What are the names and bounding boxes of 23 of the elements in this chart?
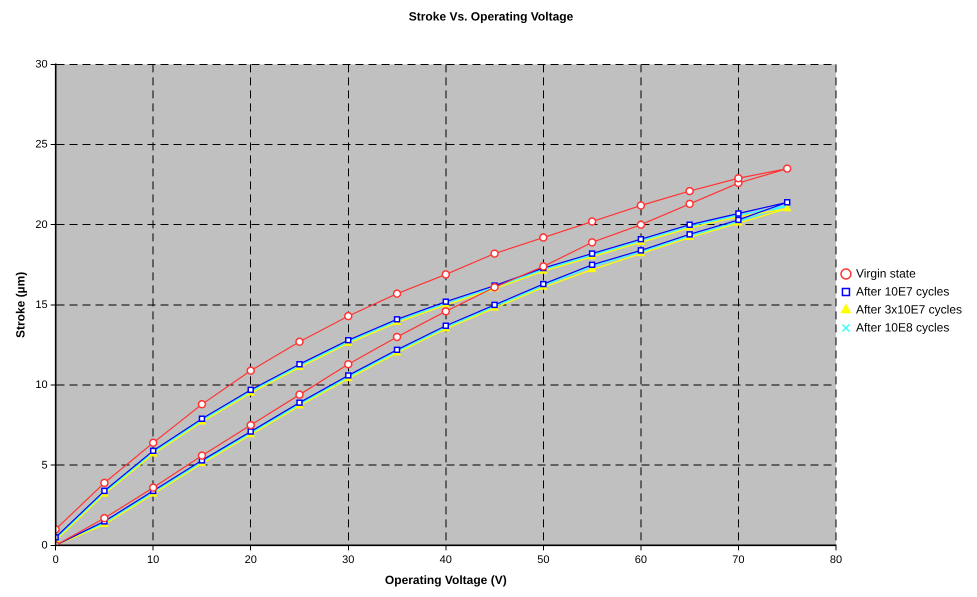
legend-label: After 10E8 cycles xyxy=(856,320,950,334)
y-tick-label: 20 xyxy=(35,218,48,231)
x-tick-label: 70 xyxy=(732,554,745,566)
x-tick-label: 10 xyxy=(147,554,160,566)
y-tick-label: 30 xyxy=(35,58,48,70)
chart-title: Stroke Vs. Operating Voltage xyxy=(408,10,574,24)
x-tick-label: 30 xyxy=(342,554,354,566)
x-tick-label: 20 xyxy=(244,554,257,566)
y-tick-label: 15 xyxy=(35,298,48,311)
y-tick-label: 0 xyxy=(42,539,48,552)
legend-label: After 10E7 cycles xyxy=(856,284,950,298)
legend-label: Virgin state xyxy=(856,266,916,280)
y-tick-label: 10 xyxy=(35,379,48,392)
x-tick-label: 80 xyxy=(830,554,842,566)
legend-label: After 3x10E7 cycles xyxy=(856,302,962,316)
y-tick-label: 25 xyxy=(35,138,48,151)
y-axis-title: Stroke (µm) xyxy=(14,272,28,338)
x-axis-title: Operating Voltage (V) xyxy=(384,573,507,588)
y-tick-label: 5 xyxy=(42,459,48,472)
x-tick-label: 50 xyxy=(537,554,550,566)
x-tick-label: 0 xyxy=(52,554,59,566)
x-tick-label: 40 xyxy=(440,554,452,566)
x-tick-label: 60 xyxy=(634,554,647,566)
